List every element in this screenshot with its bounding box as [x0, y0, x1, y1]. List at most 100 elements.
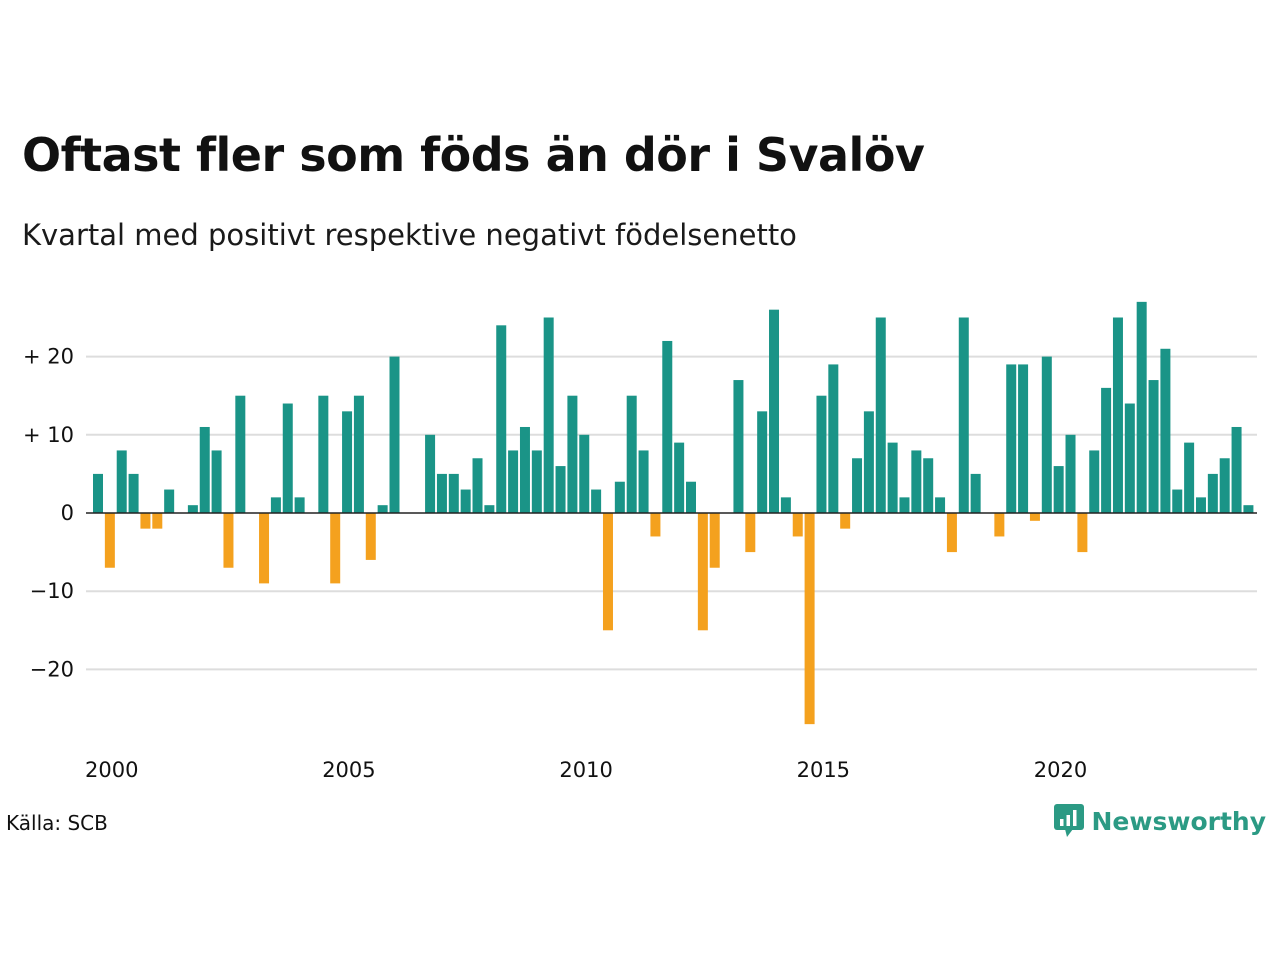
bar-positive	[1219, 458, 1230, 513]
bar-negative	[140, 513, 151, 529]
bar-positive	[567, 395, 578, 513]
bar-negative	[1029, 513, 1040, 521]
bar-positive	[1053, 466, 1064, 513]
bar-positive	[531, 450, 542, 513]
bar-negative	[994, 513, 1005, 537]
y-tick-label: + 20	[23, 345, 74, 369]
bar-positive	[128, 473, 139, 513]
bar-positive	[816, 395, 827, 513]
bar-positive	[863, 411, 874, 513]
newsworthy-chart-bubble-icon	[1053, 804, 1084, 837]
bars	[93, 301, 1254, 725]
bar-positive	[733, 380, 744, 513]
x-tick-label: 2000	[85, 758, 138, 782]
bar-positive	[448, 473, 459, 513]
bar-positive	[425, 434, 436, 513]
bar-positive	[484, 505, 495, 513]
bar-positive	[1172, 489, 1183, 513]
bar-negative	[104, 513, 115, 568]
bar-positive	[911, 450, 922, 513]
bar-positive	[282, 403, 293, 513]
bar-positive	[235, 395, 246, 513]
brand-name: Newsworthy	[1091, 806, 1267, 836]
bar-positive	[579, 434, 590, 513]
bar-negative	[709, 513, 720, 568]
bar-positive	[1231, 426, 1242, 513]
bar-positive	[1136, 301, 1147, 513]
bar-positive	[1041, 356, 1052, 513]
bar-positive	[1160, 348, 1171, 513]
bar-negative	[697, 513, 708, 631]
bar-negative	[1077, 513, 1088, 553]
bar-positive	[1124, 403, 1135, 513]
bar-positive	[1195, 497, 1206, 513]
bar-positive	[686, 481, 696, 513]
bar-negative	[804, 513, 815, 725]
bar-positive	[757, 411, 768, 513]
brand-logo: Newsworthy	[1053, 804, 1267, 838]
bar-positive	[1065, 434, 1076, 513]
bar-positive	[1006, 364, 1017, 513]
chart-title: Oftast fler som föds än dör i Svalöv	[22, 128, 925, 182]
bar-positive	[436, 473, 447, 513]
bar-positive	[638, 450, 649, 513]
bar-positive	[970, 473, 981, 513]
bar-negative	[840, 513, 851, 529]
bar-positive	[199, 426, 210, 513]
bar-negative	[602, 513, 613, 631]
bar-positive	[626, 395, 637, 513]
bar-positive	[543, 317, 554, 513]
bar-positive	[923, 458, 934, 513]
bar-positive	[211, 450, 222, 513]
bar-positive	[1243, 505, 1254, 513]
bar-positive	[93, 473, 103, 513]
bar-negative	[650, 513, 661, 537]
y-tick-label: −20	[30, 657, 74, 681]
source-note: Källa: SCB	[6, 811, 108, 835]
bar-positive	[353, 395, 364, 513]
bar-positive	[1101, 387, 1112, 513]
x-tick-label: 2020	[1034, 758, 1087, 782]
bar-positive	[496, 325, 507, 513]
bar-negative	[792, 513, 803, 537]
bar-negative	[745, 513, 756, 553]
bar-positive	[1089, 450, 1100, 513]
bar-negative	[330, 513, 341, 584]
bar-positive	[555, 466, 566, 513]
bar-positive	[899, 497, 910, 513]
bar-positive	[614, 481, 625, 513]
bar-positive	[294, 497, 305, 513]
x-tick-label: 2010	[559, 758, 612, 782]
bar-positive	[377, 505, 388, 513]
bar-positive	[1207, 473, 1218, 513]
bar-positive	[1018, 364, 1029, 513]
bar-negative	[365, 513, 376, 560]
y-axis-labels: + 20 + 10 0 −10 −20	[23, 345, 74, 682]
chart-subtitle: Kvartal med positivt respektive negativt…	[22, 218, 797, 252]
bar-negative	[946, 513, 957, 553]
bar-positive	[389, 356, 400, 513]
bar-positive	[318, 395, 329, 513]
bar-positive	[662, 340, 673, 513]
bar-positive	[270, 497, 281, 513]
bar-positive	[591, 489, 602, 513]
bar-negative	[259, 513, 270, 584]
bar-positive	[935, 497, 946, 513]
bar-positive	[674, 442, 685, 513]
x-axis-labels: 2000 2005 2010 2015 2020	[85, 758, 1087, 782]
bar-positive	[828, 364, 839, 513]
bar-positive	[116, 450, 127, 513]
bar-positive	[769, 309, 780, 513]
bar-negative	[223, 513, 234, 568]
bar-chart: + 20 + 10 0 −10 −20 2000 2005 2010 2015 2020	[23, 301, 1257, 782]
bar-positive	[342, 411, 353, 513]
y-tick-label: 0	[61, 501, 74, 525]
bar-positive	[519, 426, 530, 513]
bar-positive	[187, 505, 198, 513]
bar-positive	[164, 489, 175, 513]
bar-positive	[508, 450, 519, 513]
bar-positive	[1184, 442, 1195, 513]
bar-positive	[472, 458, 483, 513]
bar-positive	[887, 442, 898, 513]
bar-positive	[875, 317, 886, 513]
